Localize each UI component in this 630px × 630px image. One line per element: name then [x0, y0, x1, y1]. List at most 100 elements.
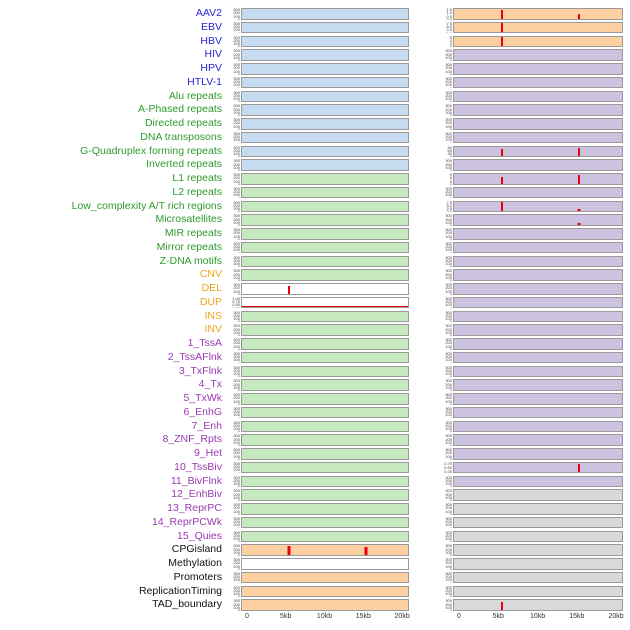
y-axis-ticks: 300 200 100 0: [437, 242, 453, 253]
y-tick-label: 100: [445, 357, 452, 363]
y-tick-label: 300: [445, 516, 452, 521]
mini-plot-right: [453, 104, 623, 116]
y-tick-label: 300: [233, 351, 240, 356]
y-tick-label: 300: [445, 406, 452, 411]
mini-plot-right: [453, 8, 623, 20]
y-axis-ticks: 300 200 100 0: [437, 448, 453, 459]
y-tick-label: 200: [233, 519, 240, 525]
mini-plot-left: [241, 296, 409, 309]
y-tick-label: 100: [445, 398, 452, 404]
row-label: AAV2: [195, 7, 222, 19]
y-tick-label: 200: [445, 395, 452, 401]
x-tick-label: 20kb: [394, 613, 410, 620]
y-tick-label: 0: [237, 181, 240, 185]
y-tick-label: 300: [445, 296, 452, 301]
row-label: Directed repeats: [144, 117, 222, 129]
row-label: Alu repeats: [168, 89, 222, 102]
y-axis-ticks: 300 200 100 0: [225, 448, 241, 459]
y-axis-ticks: 300 200 100 0: [225, 214, 241, 225]
track-row: DEL 300 200 100 0 300 200 100 0: [0, 282, 630, 296]
peak-spike: [500, 176, 503, 184]
y-tick-label: 200: [445, 367, 452, 373]
y-tick-label: 300: [445, 379, 452, 384]
y-tick-label: 0: [237, 278, 240, 281]
x-tick-label: 0: [457, 613, 461, 620]
track-row: 15_Quies 300 200 100 0 300 200 100 0: [0, 530, 630, 544]
mini-plot-right: [453, 255, 623, 268]
y-tick-label: 300: [233, 448, 240, 453]
y-axis-ticks: 300 200 100 0: [225, 311, 241, 322]
y-tick-label: 300: [445, 310, 452, 315]
y-tick-label: 200: [445, 601, 452, 607]
rows-container: AAV2 300 200 100 0 1.5 1.0 0.5 0.0 EBV 300 200 100 0 7…: [0, 7, 630, 612]
mini-plot-left: [241, 131, 409, 144]
y-tick-label: 0: [237, 401, 240, 405]
y-tick-label: 0: [237, 360, 240, 364]
row-label: 5_TxWk: [183, 392, 222, 404]
y-tick-label: 0: [449, 99, 452, 103]
y-tick-label: 100: [445, 54, 452, 60]
y-tick-label: 0: [237, 456, 240, 460]
row-label: G-Quadruplex forming repeats: [80, 144, 222, 157]
mini-plot-left: [241, 530, 409, 543]
mini-plot-left: [241, 310, 409, 323]
y-tick-label: 300: [445, 104, 452, 109]
y-axis-ticks: 300 200 100 0: [437, 586, 453, 597]
mini-plot-left: [241, 35, 409, 48]
y-axis-ticks: 300 200 100 0: [437, 407, 453, 418]
y-axis-ticks: 300 200 100 0: [225, 366, 241, 377]
row-label: HPV: [200, 62, 222, 74]
mini-plot-right: [453, 186, 623, 199]
y-axis-ticks: 300 200 100 0: [437, 531, 453, 542]
y-axis-ticks: 300 200 100 0: [437, 544, 453, 555]
y-tick-label: 0: [449, 553, 452, 556]
y-axis-ticks: 300 200 100 0: [437, 366, 453, 377]
y-tick-label: 200: [445, 532, 452, 538]
y-tick-label: 200: [233, 147, 240, 153]
peak-spike: [578, 463, 581, 473]
y-tick-label: 200: [233, 120, 240, 126]
row-label: 2_TssAFlnk: [167, 350, 222, 363]
row-label: INS: [204, 309, 222, 322]
track-row: 12_EnhBiv 300 200 100 0 300 200 100 0: [0, 488, 630, 502]
track-row: CPGisland 300 200 100 0 300 200 100 0: [0, 543, 630, 557]
y-tick-label: 0.25: [232, 305, 240, 309]
y-axis-ticks: 300 200 100 0: [225, 63, 241, 74]
y-tick-label: 300: [233, 283, 240, 288]
y-tick-label: 0: [449, 498, 452, 501]
y-tick-label: 100: [233, 481, 240, 487]
mini-plot-right: [453, 76, 623, 89]
y-tick-label: 200: [233, 202, 240, 208]
mini-plot-right: [453, 516, 623, 529]
row-label: TAD_boundary: [152, 598, 222, 611]
y-tick-label: 200: [233, 354, 240, 360]
y-tick-label: 0: [237, 374, 240, 378]
y-tick-label: 200: [445, 271, 452, 277]
row-label: 13_ReprPC: [167, 502, 222, 514]
y-tick-label: 200: [233, 134, 240, 140]
y-tick-label: 0: [237, 580, 240, 584]
y-tick-label: 100: [445, 316, 452, 322]
track-row: 9_Het 300 200 100 0 300 200 100 0: [0, 447, 630, 461]
mini-plot-right: [453, 228, 623, 240]
y-tick-label: 100: [445, 522, 452, 528]
y-tick-label: 100: [445, 577, 452, 583]
track-row: 2_TssAFlnk 300 200 100 0 300 200 100 0: [0, 351, 630, 365]
y-tick-label: 200: [445, 505, 452, 511]
y-tick-label: 0: [237, 140, 240, 144]
row-label: Z-DNA motifs: [159, 254, 222, 267]
peak-spike: [500, 202, 503, 212]
y-tick-label: 300: [233, 338, 240, 343]
x-axis-row: 0 5kb 10kb 15kb 20kb 0 5kb 10kb 15kb 20kb: [0, 612, 630, 625]
peak-spike: [288, 285, 291, 294]
y-tick-label: 200: [233, 505, 240, 511]
y-tick-label: 100: [233, 206, 240, 212]
y-axis-ticks: 300 200 100 0: [437, 338, 453, 349]
track-row: 5_TxWk 300 200 100 0 300 200 100 0: [0, 392, 630, 406]
x-tick-label: 15kb: [355, 613, 371, 620]
track-row: 14_ReprPCWk 300 200 100 0 300 200 100 0: [0, 516, 630, 530]
y-tick-label: 200: [233, 422, 240, 428]
mini-plot-left: [241, 338, 409, 350]
y-tick-label: 100: [445, 109, 452, 115]
y-tick-label: 100: [233, 343, 240, 349]
